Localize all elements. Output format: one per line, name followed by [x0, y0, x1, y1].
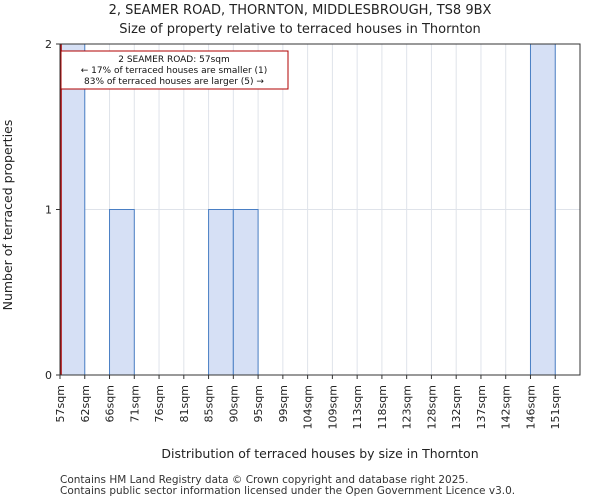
- x-tick-label: 137sqm: [475, 385, 488, 429]
- x-ticks: 57sqm 62sqm 66sqm 71sqm 76sqm 81sqm 85sqm 90sqm…: [54, 375, 562, 429]
- x-tick-label: 85sqm: [203, 385, 216, 422]
- chart-title: 2, SEAMER ROAD, THORNTON, MIDDLESBROUGH,…: [108, 3, 492, 18]
- footer-line-2: Contains public sector information licen…: [60, 485, 516, 497]
- x-tick-label: 95sqm: [252, 385, 265, 422]
- y-tick-label: 1: [45, 204, 52, 217]
- bar-90sqm: [232, 209, 259, 376]
- x-tick-label: 146sqm: [524, 385, 537, 429]
- x-tick-label: 81sqm: [178, 385, 191, 422]
- annotation-line-2: ← 17% of terraced houses are smaller (1): [81, 66, 268, 76]
- x-tick-label: 62sqm: [79, 385, 92, 422]
- y-tick-label: 2: [45, 38, 52, 51]
- x-tick-label: 118sqm: [376, 385, 389, 429]
- bar-146sqm: [529, 43, 556, 376]
- x-tick-label: 151sqm: [549, 385, 562, 429]
- x-tick-label: 71sqm: [128, 385, 141, 422]
- y-tick-label: 0: [45, 369, 52, 382]
- x-tick-label: 104sqm: [302, 385, 315, 429]
- gridlines: [59, 43, 581, 376]
- footer-line-1: Contains HM Land Registry data © Crown c…: [60, 474, 469, 486]
- annotation-border: [60, 50, 289, 90]
- x-tick-label: 57sqm: [54, 385, 67, 422]
- x-tick-label: 142sqm: [500, 385, 513, 429]
- x-tick-label: 132sqm: [450, 385, 463, 429]
- annotation-line-1: 2 SEAMER ROAD: 57sqm: [118, 55, 230, 65]
- x-tick-label: 76sqm: [153, 385, 166, 422]
- bar-66sqm: [109, 209, 135, 376]
- x-tick-label: 123sqm: [401, 385, 414, 429]
- y-axis-label: Number of terraced properties: [0, 120, 15, 311]
- bars: [59, 43, 556, 376]
- x-tick-label: 66sqm: [104, 385, 117, 422]
- bar-57sqm: [59, 43, 86, 376]
- x-tick-label: 128sqm: [425, 385, 438, 429]
- annotation-box: 2 SEAMER ROAD: 57sqm ← 17% of terraced h…: [60, 50, 289, 90]
- x-tick-label: 109sqm: [326, 385, 339, 429]
- chart-subtitle: Size of property relative to terraced ho…: [119, 22, 481, 37]
- x-tick-label: 113sqm: [351, 385, 364, 429]
- x-axis-label: Distribution of terraced houses by size …: [161, 446, 478, 461]
- x-tick-label: 99sqm: [277, 385, 290, 422]
- x-tick-label: 90sqm: [227, 385, 240, 422]
- bar-85sqm: [208, 209, 234, 376]
- annotation-line-3: 83% of terraced houses are larger (5) →: [84, 77, 264, 87]
- y-ticks: 0 1 2: [45, 38, 60, 382]
